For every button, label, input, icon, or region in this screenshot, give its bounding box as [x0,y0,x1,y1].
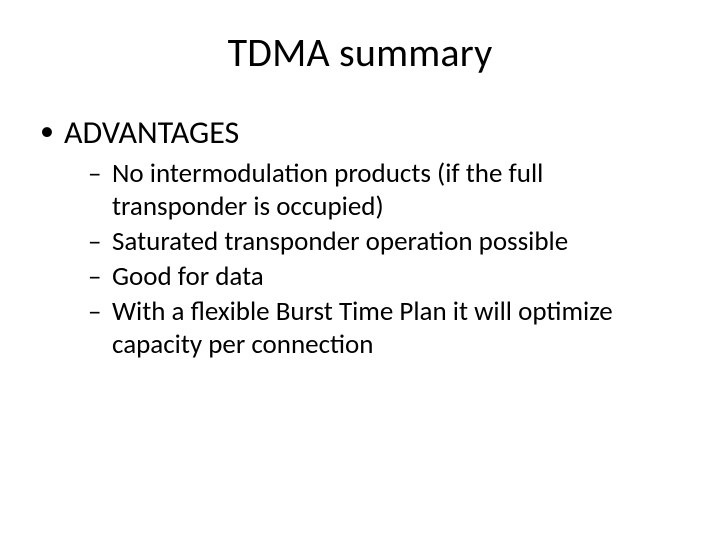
list-item: No intermodulation products (if the full… [112,158,680,224]
list-item: Good for data [112,261,680,294]
list-item-advantages: ADVANTAGES No intermodulation products (… [64,113,680,362]
slide-title: TDMA summary [40,28,680,77]
bullet-list-level2: No intermodulation products (if the full… [64,158,680,362]
l1-label: ADVANTAGES [64,113,239,152]
list-item: Saturated transponder operation possible [112,226,680,259]
slide: TDMA summary ADVANTAGES No intermodulati… [0,0,720,540]
bullet-list-level1: ADVANTAGES No intermodulation products (… [40,113,680,362]
list-item: With a flexible Burst Time Plan it will … [112,296,680,362]
